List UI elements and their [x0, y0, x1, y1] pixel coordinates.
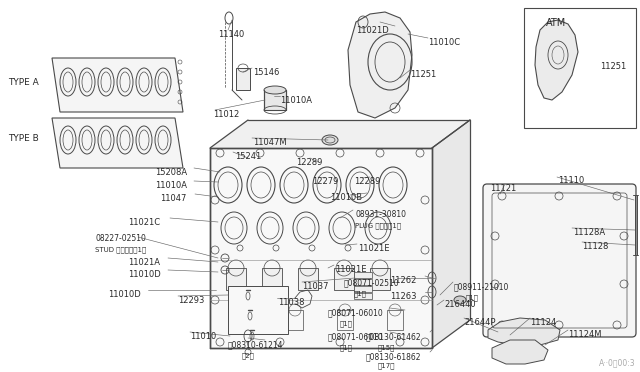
Text: 11047: 11047 [160, 194, 186, 203]
Text: 11047M: 11047M [253, 138, 287, 147]
Text: （1）: （1） [354, 290, 367, 296]
Text: 11021E: 11021E [335, 265, 367, 274]
Text: Ⓓ08130-61862: Ⓓ08130-61862 [366, 352, 422, 361]
Text: 11010A: 11010A [155, 181, 187, 190]
Text: 216440: 216440 [444, 300, 476, 309]
Text: （2）: （2） [242, 352, 255, 359]
Bar [337, 310, 353, 330]
Bar [287, 310, 303, 330]
Text: 11010A: 11010A [280, 96, 312, 105]
Bar [236, 68, 250, 90]
Text: 11010: 11010 [190, 332, 216, 341]
Text: 11038: 11038 [278, 298, 305, 307]
Ellipse shape [454, 296, 466, 304]
Text: 08227-02510: 08227-02510 [95, 234, 146, 243]
Text: 11128A: 11128A [573, 228, 605, 237]
Polygon shape [52, 58, 183, 112]
Text: 15241: 15241 [235, 152, 261, 161]
Text: PLUG プラグ（1）: PLUG プラグ（1） [355, 222, 401, 229]
Polygon shape [535, 20, 578, 100]
Text: A··0＊00:3: A··0＊00:3 [600, 358, 636, 367]
Ellipse shape [322, 135, 338, 145]
Text: 11124M: 11124M [568, 330, 602, 339]
Text: 12289: 12289 [296, 158, 323, 167]
Text: Ⓒ08310-61214: Ⓒ08310-61214 [228, 340, 284, 349]
Text: TYPE B: TYPE B [8, 134, 39, 143]
Text: 11012: 11012 [213, 110, 239, 119]
Text: 15208A: 15208A [155, 168, 187, 177]
Text: （1）: （1） [466, 294, 479, 301]
Text: 11021C: 11021C [128, 218, 160, 227]
Text: （1）: （1） [340, 344, 353, 350]
Bar [354, 272, 372, 278]
Polygon shape [492, 340, 548, 364]
Text: 12293: 12293 [178, 296, 204, 305]
FancyBboxPatch shape [483, 184, 636, 337]
Text: ATM: ATM [546, 18, 566, 28]
Text: 11037: 11037 [302, 282, 328, 291]
Text: 11010D: 11010D [128, 270, 161, 279]
Text: 11021D: 11021D [356, 26, 388, 35]
Bar [387, 310, 403, 330]
Text: 15146: 15146 [253, 68, 280, 77]
Bar [354, 279, 372, 285]
Text: 11140: 11140 [218, 30, 244, 39]
Text: 12279: 12279 [312, 177, 339, 186]
Text: 11121: 11121 [490, 184, 516, 193]
Bar [210, 148, 432, 348]
Text: 21644P: 21644P [464, 318, 495, 327]
Ellipse shape [264, 86, 286, 94]
Bar [370, 268, 390, 290]
Bar [298, 268, 318, 290]
Text: Ⓓ08071-06010: Ⓓ08071-06010 [328, 308, 384, 317]
Text: TYPE A: TYPE A [8, 78, 39, 87]
Polygon shape [210, 120, 470, 148]
Text: 11128: 11128 [582, 242, 609, 251]
Bar [262, 268, 282, 290]
Bar [524, 8, 636, 128]
Polygon shape [488, 318, 560, 345]
Text: 11021E: 11021E [358, 244, 390, 253]
Text: 12289: 12289 [354, 177, 380, 186]
Text: 11251: 11251 [410, 70, 436, 79]
Text: Ⓣ08911-21010: Ⓣ08911-21010 [454, 282, 509, 291]
Text: （1）: （1） [340, 320, 353, 327]
Text: 11110: 11110 [558, 176, 584, 185]
Polygon shape [432, 120, 470, 348]
Text: 11263: 11263 [390, 292, 417, 301]
Text: 11262: 11262 [390, 276, 417, 285]
Bar [228, 286, 288, 334]
Bar [264, 90, 286, 110]
Text: 08931-30810: 08931-30810 [355, 210, 406, 219]
Text: （15）: （15） [378, 344, 396, 350]
Bar [635, 195, 637, 255]
Text: 11021A: 11021A [128, 258, 160, 267]
Text: Ⓓ08071-06010: Ⓓ08071-06010 [328, 332, 384, 341]
Text: Ⓓ08130-61462: Ⓓ08130-61462 [366, 332, 422, 341]
Text: Ⓓ08071-02510: Ⓓ08071-02510 [344, 278, 399, 287]
Bar [226, 268, 246, 290]
Text: 11010C: 11010C [428, 38, 460, 47]
Bar [237, 310, 253, 330]
Polygon shape [348, 12, 412, 118]
Bar [354, 293, 372, 299]
Polygon shape [52, 118, 183, 168]
Text: 11010D: 11010D [108, 290, 141, 299]
Text: STUD スタッド（1）: STUD スタッド（1） [95, 246, 147, 253]
Text: 〈17〉: 〈17〉 [378, 362, 396, 369]
Text: 11251: 11251 [600, 62, 627, 71]
Bar [334, 268, 354, 290]
Text: 11010B: 11010B [330, 193, 362, 202]
Text: 11124: 11124 [530, 318, 556, 327]
Bar [354, 286, 372, 292]
